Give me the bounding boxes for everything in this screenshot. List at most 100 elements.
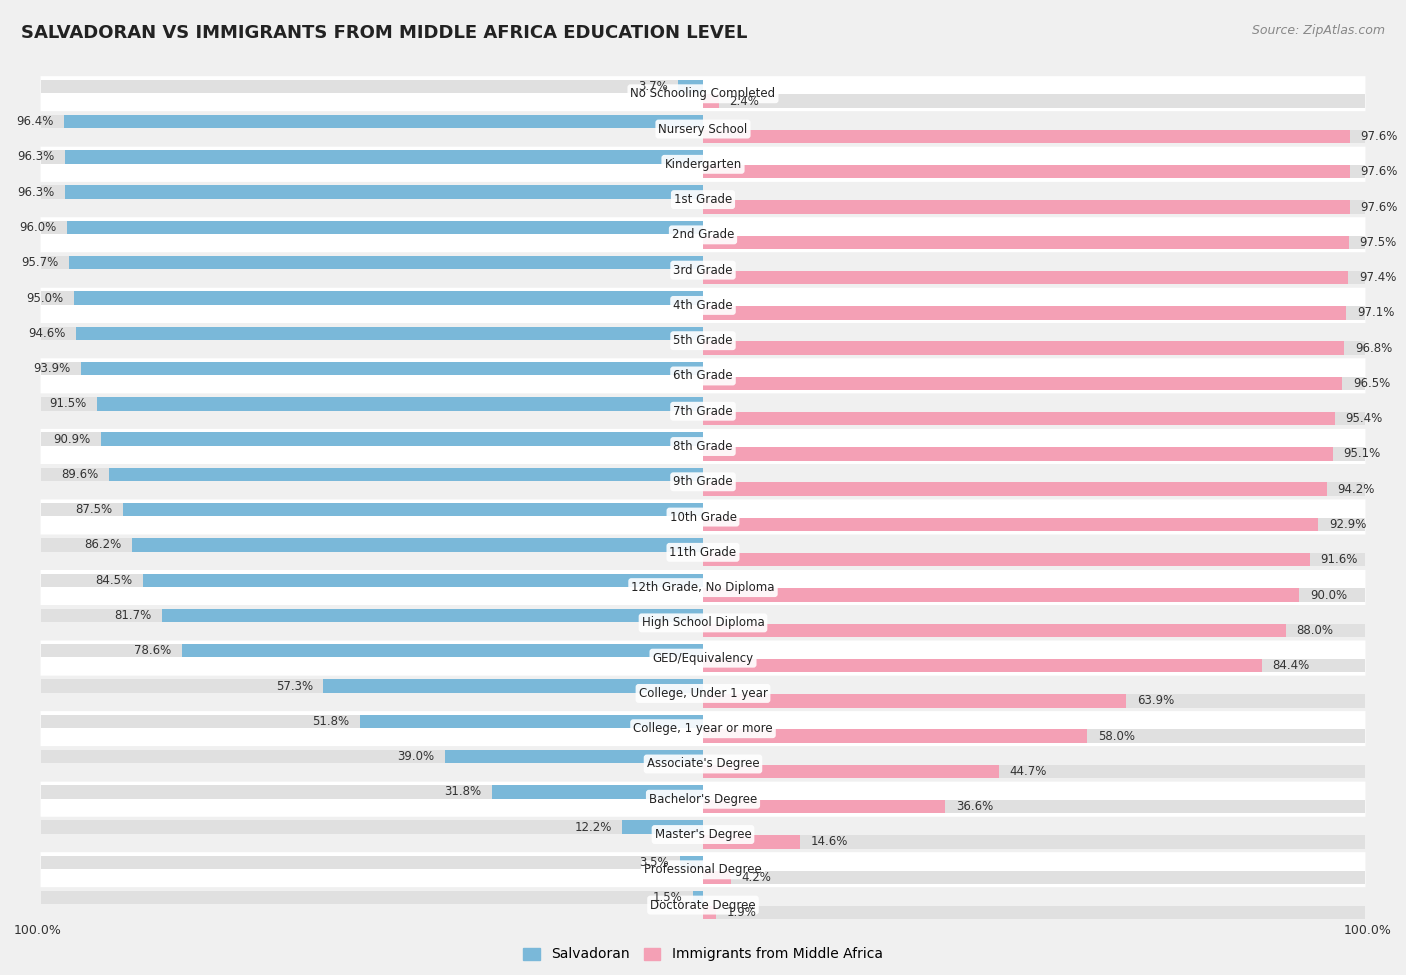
Bar <box>703 588 1365 602</box>
Bar <box>703 553 1365 566</box>
Bar <box>67 220 703 234</box>
Text: 3rd Grade: 3rd Grade <box>673 263 733 277</box>
Text: 96.5%: 96.5% <box>1353 377 1391 390</box>
Bar <box>41 644 703 657</box>
Bar <box>101 432 703 446</box>
Text: 3.7%: 3.7% <box>638 80 668 93</box>
Bar <box>703 906 716 919</box>
Text: Professional Degree: Professional Degree <box>644 863 762 877</box>
Bar <box>41 115 703 129</box>
Bar <box>110 468 703 481</box>
Text: College, Under 1 year: College, Under 1 year <box>638 687 768 700</box>
Bar <box>703 871 731 884</box>
Bar <box>444 750 703 763</box>
Bar <box>703 130 1350 143</box>
Text: 94.6%: 94.6% <box>28 327 66 339</box>
FancyBboxPatch shape <box>41 288 1365 323</box>
Text: 81.7%: 81.7% <box>114 609 152 622</box>
Text: 31.8%: 31.8% <box>444 785 482 799</box>
Bar <box>703 95 1365 108</box>
Text: Master's Degree: Master's Degree <box>655 828 751 841</box>
Text: 4.2%: 4.2% <box>741 871 772 883</box>
Bar <box>703 800 1365 813</box>
Text: 1.5%: 1.5% <box>652 891 682 904</box>
Bar <box>41 856 703 869</box>
Bar <box>703 165 1350 178</box>
Text: SALVADORAN VS IMMIGRANTS FROM MIDDLE AFRICA EDUCATION LEVEL: SALVADORAN VS IMMIGRANTS FROM MIDDLE AFR… <box>21 24 748 42</box>
Text: 2.4%: 2.4% <box>730 95 759 107</box>
Text: Nursery School: Nursery School <box>658 123 748 136</box>
Text: Source: ZipAtlas.com: Source: ZipAtlas.com <box>1251 24 1385 37</box>
Text: 97.5%: 97.5% <box>1360 236 1396 249</box>
Text: 36.6%: 36.6% <box>956 800 993 813</box>
FancyBboxPatch shape <box>41 746 1365 782</box>
FancyBboxPatch shape <box>41 394 1365 429</box>
Bar <box>65 185 703 199</box>
Text: 96.8%: 96.8% <box>1355 341 1392 355</box>
Bar <box>703 588 1299 602</box>
Bar <box>703 836 800 848</box>
Bar <box>41 327 703 340</box>
Text: 51.8%: 51.8% <box>312 715 349 727</box>
FancyBboxPatch shape <box>41 76 1365 111</box>
Bar <box>703 553 1310 566</box>
Bar <box>703 518 1365 531</box>
Text: 44.7%: 44.7% <box>1010 765 1047 778</box>
Text: 12.2%: 12.2% <box>574 821 612 834</box>
Bar <box>703 694 1126 708</box>
Bar <box>41 573 703 587</box>
Bar <box>703 412 1365 425</box>
Bar <box>183 644 703 657</box>
Text: 96.3%: 96.3% <box>17 185 55 199</box>
Bar <box>41 185 703 199</box>
Bar <box>703 271 1348 285</box>
FancyBboxPatch shape <box>41 534 1365 570</box>
Bar <box>41 150 703 164</box>
Text: 96.4%: 96.4% <box>17 115 53 128</box>
Bar <box>41 820 703 834</box>
Bar <box>69 256 703 269</box>
FancyBboxPatch shape <box>41 605 1365 641</box>
Text: 9th Grade: 9th Grade <box>673 475 733 488</box>
Bar <box>41 397 703 410</box>
Text: 10th Grade: 10th Grade <box>669 511 737 524</box>
Text: 84.4%: 84.4% <box>1272 659 1310 672</box>
FancyBboxPatch shape <box>41 359 1365 394</box>
Bar <box>41 256 703 269</box>
Text: 95.0%: 95.0% <box>25 292 63 304</box>
Text: 3.5%: 3.5% <box>640 856 669 869</box>
Bar <box>97 397 703 410</box>
Bar <box>703 518 1319 531</box>
Bar <box>703 448 1333 460</box>
Bar <box>82 362 703 375</box>
Bar <box>623 820 703 834</box>
Bar <box>703 694 1365 708</box>
Text: Doctorate Degree: Doctorate Degree <box>650 899 756 912</box>
Bar <box>323 680 703 692</box>
Bar <box>703 95 718 108</box>
Bar <box>41 680 703 692</box>
Text: High School Diploma: High School Diploma <box>641 616 765 630</box>
Text: 93.9%: 93.9% <box>34 362 70 375</box>
Text: 97.6%: 97.6% <box>1360 130 1398 143</box>
Bar <box>124 503 703 517</box>
FancyBboxPatch shape <box>41 217 1365 253</box>
FancyBboxPatch shape <box>41 323 1365 359</box>
FancyBboxPatch shape <box>41 852 1365 887</box>
Text: 1st Grade: 1st Grade <box>673 193 733 206</box>
Text: 95.7%: 95.7% <box>21 256 59 269</box>
Bar <box>703 341 1365 355</box>
Bar <box>681 856 703 869</box>
Bar <box>41 503 703 517</box>
Bar <box>703 659 1263 673</box>
Text: 11th Grade: 11th Grade <box>669 546 737 559</box>
Bar <box>693 891 703 905</box>
Bar <box>143 573 703 587</box>
Text: 96.3%: 96.3% <box>17 150 55 164</box>
Bar <box>703 764 1365 778</box>
Text: 78.6%: 78.6% <box>135 644 172 657</box>
Bar <box>41 362 703 375</box>
Text: 94.2%: 94.2% <box>1337 483 1375 495</box>
Bar <box>41 220 703 234</box>
Bar <box>703 412 1334 425</box>
